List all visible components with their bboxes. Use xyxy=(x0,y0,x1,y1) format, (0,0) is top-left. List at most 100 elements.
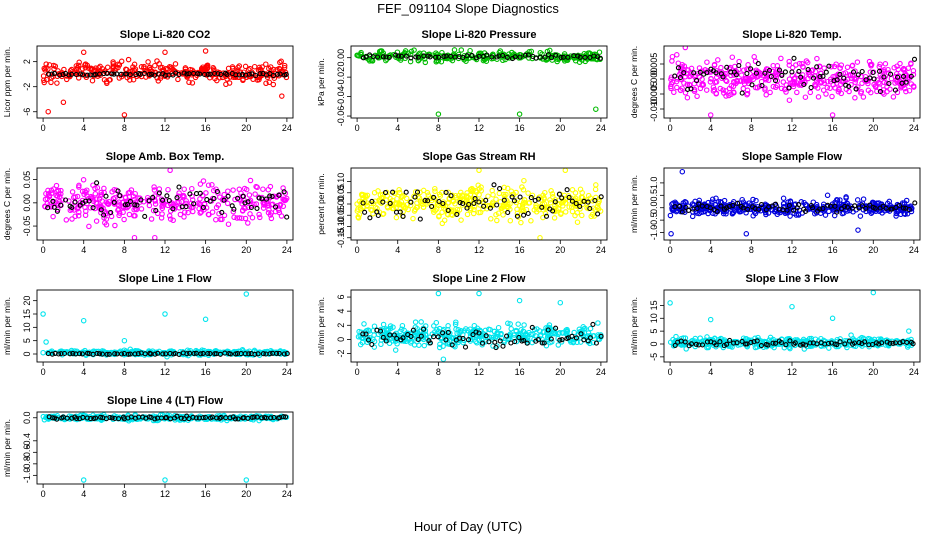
data-point xyxy=(43,61,49,67)
mean-point xyxy=(497,338,503,344)
data-point xyxy=(248,202,255,209)
data-point xyxy=(121,216,127,223)
data-point xyxy=(867,69,874,75)
data-point xyxy=(52,63,59,69)
mean-point xyxy=(256,195,262,201)
data-point xyxy=(270,81,277,88)
data-point xyxy=(904,211,911,217)
outlier-point xyxy=(824,192,831,199)
data-point xyxy=(770,62,776,69)
data-point xyxy=(798,199,805,205)
mean-point xyxy=(472,196,478,202)
mean-point xyxy=(443,189,449,195)
data-point xyxy=(449,57,456,64)
panel-title: Slope Line 3 Flow xyxy=(746,273,839,285)
data-point xyxy=(72,213,78,220)
data-point xyxy=(730,89,737,95)
data-point xyxy=(568,339,574,345)
data-point xyxy=(778,85,785,92)
data-point xyxy=(577,186,584,193)
y-axis-label: percent per min. xyxy=(316,173,326,234)
mean-point xyxy=(176,184,182,190)
mean-point xyxy=(772,340,779,346)
mean-point xyxy=(186,71,192,77)
outlier-point xyxy=(682,46,689,51)
data-point xyxy=(595,320,601,326)
mean-point xyxy=(176,72,182,78)
data-point xyxy=(885,66,891,73)
mean-point xyxy=(191,201,197,207)
data-point xyxy=(40,349,46,356)
data-point xyxy=(89,77,96,84)
mean-point xyxy=(272,204,279,210)
data-point xyxy=(384,203,391,210)
mean-point xyxy=(142,351,148,357)
data-point xyxy=(521,177,527,184)
mean-point xyxy=(395,53,402,59)
data-point xyxy=(165,66,171,72)
data-point xyxy=(159,205,166,212)
mean-point xyxy=(156,190,162,196)
data-point xyxy=(738,208,744,215)
x-tick-label: 0 xyxy=(355,245,360,255)
data-point xyxy=(738,72,745,78)
data-point xyxy=(587,325,594,332)
data-point xyxy=(896,80,903,87)
y-tick-label: -1.0 xyxy=(649,225,659,241)
mean-point xyxy=(855,72,861,78)
data-point xyxy=(712,201,719,208)
panel-6: Slope Sample Flow ml/min per min. 0 4 8 12 16 2… xyxy=(629,151,921,255)
mean-point xyxy=(869,341,876,348)
mean-point xyxy=(730,202,736,208)
outlier-point xyxy=(667,300,673,306)
mean-point xyxy=(826,63,832,69)
mean-point xyxy=(597,55,603,61)
mean-point xyxy=(773,201,779,207)
mean-point xyxy=(66,72,72,78)
mean-point xyxy=(900,205,906,211)
mean-point xyxy=(796,68,802,74)
mean-point xyxy=(556,191,562,197)
mean-point xyxy=(493,345,499,351)
mean-point xyxy=(267,193,273,199)
data-point xyxy=(252,191,258,197)
mean-point xyxy=(704,70,710,76)
points-group xyxy=(355,290,604,362)
mean-point xyxy=(718,203,724,209)
mean-point xyxy=(759,83,765,89)
data-point xyxy=(209,182,215,188)
mean-point xyxy=(770,340,776,346)
data-point xyxy=(833,61,839,67)
data-point xyxy=(838,90,845,97)
mean-point xyxy=(454,211,460,217)
data-point xyxy=(508,326,514,332)
outlier-point xyxy=(562,168,569,174)
mean-point xyxy=(104,351,110,357)
data-point xyxy=(525,190,531,196)
mean-point xyxy=(842,203,848,210)
mean-point xyxy=(215,71,221,77)
mean-point xyxy=(686,207,692,213)
mean-point xyxy=(69,204,75,210)
mean-point xyxy=(786,85,792,91)
data-point xyxy=(407,51,414,58)
x-tick-label: 16 xyxy=(828,245,838,255)
data-point xyxy=(471,203,478,210)
data-point xyxy=(859,80,865,87)
data-point xyxy=(85,195,92,202)
data-point xyxy=(507,321,513,327)
data-point xyxy=(420,204,427,210)
mean-point xyxy=(99,351,105,357)
data-point xyxy=(806,71,812,78)
data-point xyxy=(82,64,89,71)
data-point xyxy=(710,84,717,90)
data-point xyxy=(590,339,596,346)
mean-point xyxy=(61,350,68,357)
data-point xyxy=(74,66,80,72)
data-point xyxy=(774,78,781,84)
mean-point xyxy=(271,414,277,421)
x-tick-label: 24 xyxy=(596,245,606,255)
mean-point xyxy=(545,327,551,333)
outlier-point xyxy=(152,234,158,240)
